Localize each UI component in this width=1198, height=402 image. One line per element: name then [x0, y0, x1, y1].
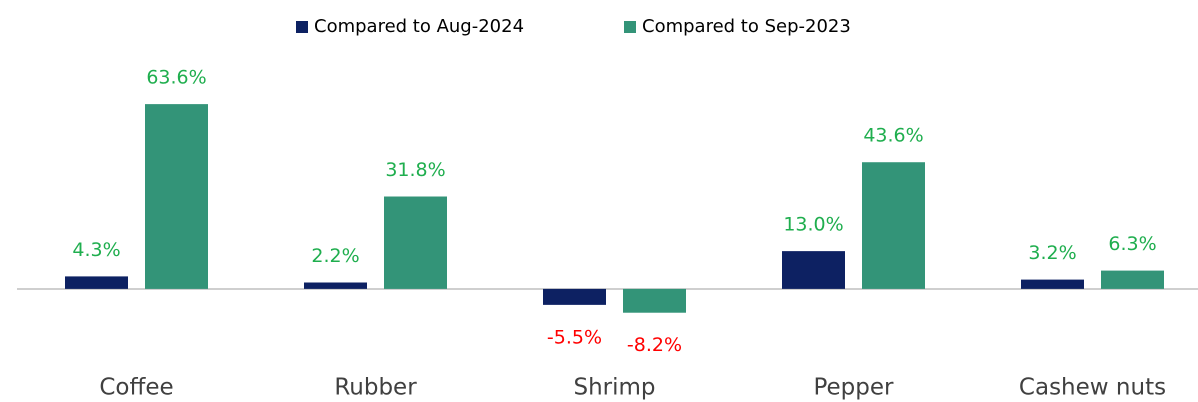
value-label: 6.3% [1108, 233, 1156, 255]
bar [304, 282, 367, 289]
bar [145, 104, 208, 289]
legend-label: Compared to Aug-2024 [314, 16, 524, 37]
category-label: Rubber [334, 375, 417, 401]
category-label: Coffee [99, 375, 173, 401]
value-label: 2.2% [311, 245, 359, 267]
bar [623, 288, 686, 313]
value-label: 63.6% [146, 67, 206, 89]
bar [65, 276, 128, 289]
value-label: -8.2% [627, 334, 682, 356]
value-label: 3.2% [1028, 242, 1076, 264]
bar [782, 251, 845, 289]
bar [543, 288, 606, 305]
category-label: Pepper [813, 375, 894, 401]
legend-label: Compared to Sep-2023 [642, 16, 851, 37]
value-label: 4.3% [72, 239, 120, 261]
bar [384, 196, 447, 289]
value-label: -5.5% [547, 326, 602, 348]
value-label: 43.6% [863, 125, 923, 147]
category-label: Cashew nuts [1019, 375, 1166, 401]
category-label: Shrimp [573, 375, 655, 401]
legend-swatch [624, 21, 636, 33]
bar [1021, 279, 1084, 289]
value-label: 31.8% [385, 159, 445, 181]
legend-swatch [296, 21, 308, 33]
bar [862, 162, 925, 289]
bar [1101, 270, 1164, 289]
value-label: 13.0% [783, 214, 843, 236]
